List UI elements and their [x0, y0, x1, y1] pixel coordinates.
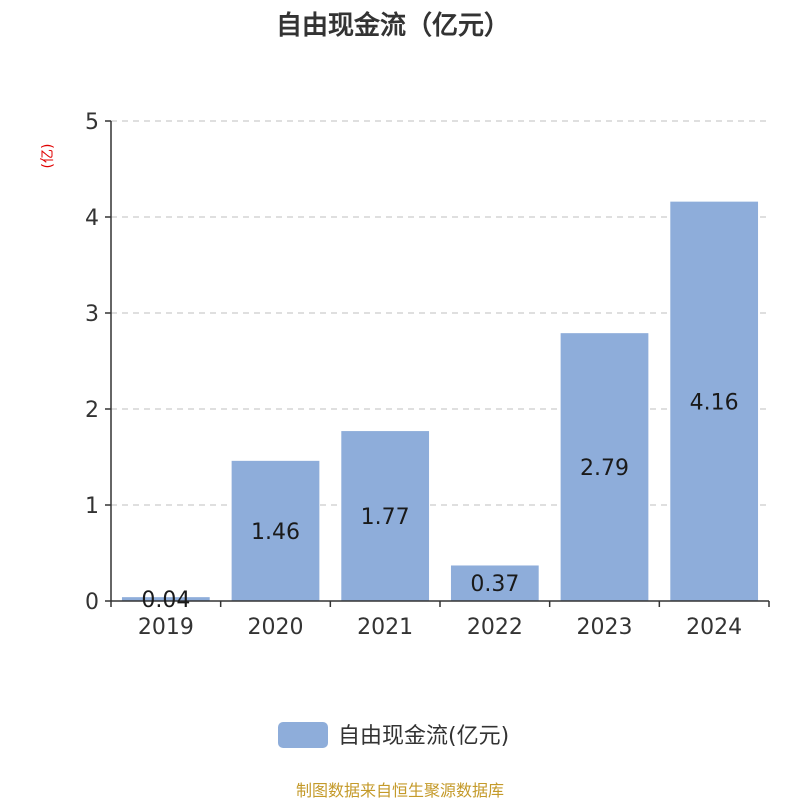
x-tick-label: 2020	[248, 615, 304, 640]
bar-value-label: 2.79	[580, 456, 629, 481]
bar-value-label: 4.16	[690, 390, 739, 415]
legend[interactable]: 自由现金流(亿元)	[278, 722, 509, 749]
bar-2022[interactable]	[450, 565, 539, 601]
bar-value-labels: 0.04 1.46 1.77 0.37 2.79 4.16	[141, 390, 738, 613]
y-tick-label: 1	[85, 494, 99, 519]
y-tick-label: 5	[85, 110, 99, 135]
bar-2021[interactable]	[341, 431, 430, 601]
bar-value-label: 1.46	[251, 520, 300, 545]
y-tick-label: 4	[85, 206, 99, 231]
bar-value-label: 0.37	[470, 572, 519, 597]
legend-label: 自由现金流(亿元)	[338, 724, 509, 749]
x-tick-label: 2022	[467, 615, 523, 640]
legend-swatch	[278, 722, 328, 748]
x-tick-label: 2023	[577, 615, 633, 640]
bar-value-label: 1.77	[361, 505, 410, 530]
bar-value-label: 0.04	[141, 588, 190, 613]
bars	[121, 201, 759, 601]
chart-title: 自由现金流（亿元）	[276, 10, 510, 41]
y-tick-label: 0	[85, 590, 99, 615]
y-tick-label: 2	[85, 398, 99, 423]
bar-2020[interactable]	[231, 460, 320, 601]
bar-2024[interactable]	[670, 201, 759, 601]
bar-2019[interactable]	[121, 597, 210, 601]
y-axis-unit-label: (亿)	[40, 144, 56, 169]
bar-2023[interactable]	[560, 333, 649, 601]
x-tick-label: 2021	[357, 615, 413, 640]
source-note: 制图数据来自恒生聚源数据库	[296, 781, 504, 800]
axes: 0 1 2 3 4 5 2019 2020 2021 2022 2023 2024	[85, 110, 770, 640]
y-tick-label: 3	[85, 302, 99, 327]
x-tick-label: 2019	[138, 615, 194, 640]
x-tick-label: 2024	[686, 615, 742, 640]
